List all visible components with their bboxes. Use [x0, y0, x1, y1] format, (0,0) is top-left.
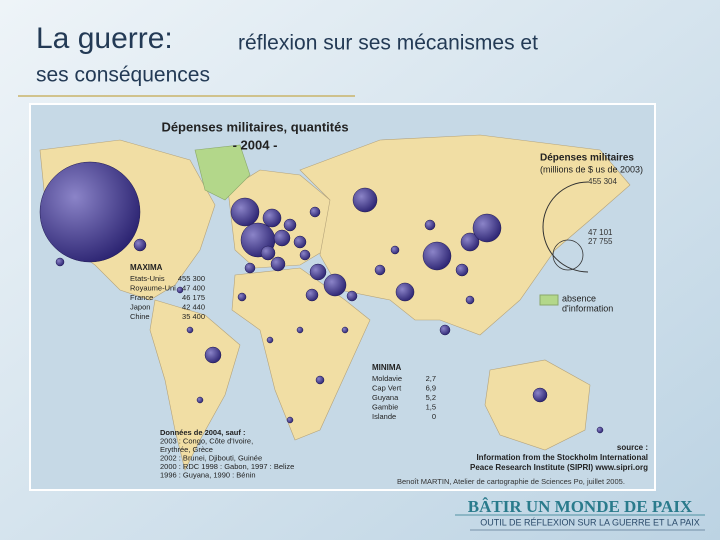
spending-bubble [439, 324, 451, 336]
spending-bubble [309, 263, 327, 281]
spending-bubble [39, 161, 141, 263]
spending-bubble [262, 208, 282, 228]
table-country: Royaume-Uni [130, 283, 176, 292]
table-country: Cap Vert [372, 383, 402, 392]
spending-bubble [270, 256, 286, 272]
spending-bubble [422, 241, 452, 271]
title-rest: réflexion sur ses mécanismes et [238, 32, 538, 55]
table-country: Gambie [372, 402, 398, 411]
table-value: 1,5 [426, 402, 436, 411]
legend-no-data: d'information [562, 303, 613, 313]
australia [484, 359, 591, 451]
table-value: 455 300 [178, 274, 205, 283]
spending-bubble [299, 249, 311, 261]
spending-bubble [352, 187, 378, 213]
spending-bubble [204, 346, 222, 364]
table-country: Chine [130, 312, 150, 321]
legend-no-data: absence [562, 293, 596, 303]
greenland-no-data [194, 144, 251, 201]
note: 2003 : Congo, Côte d'Ivoire, [160, 436, 253, 445]
spending-bubble [286, 416, 294, 424]
note: Erythrée, Grèce [160, 445, 213, 454]
spending-bubble [176, 286, 184, 294]
spending-bubble [293, 235, 307, 249]
legend-size: 455 304 [588, 177, 617, 186]
legend-no-data-swatch [539, 294, 559, 306]
minima-table: MINIMA Moldavie 2,7 Cap Vert 6,9 Guyana 5,2 Gam… [372, 363, 436, 421]
spending-bubble [260, 245, 276, 261]
legend-size: 27 755 [588, 237, 613, 246]
spending-bubble [305, 288, 319, 302]
spending-bubble [323, 273, 347, 297]
spending-bubble [465, 295, 475, 305]
legend-size: 47 101 [588, 228, 613, 237]
spending-bubble [315, 375, 325, 385]
table-value: 46 175 [182, 293, 205, 302]
title-line2: ses conséquences [36, 64, 210, 87]
spending-bubble [390, 245, 400, 255]
spending-bubble [424, 219, 436, 231]
table-value: 42 440 [182, 302, 205, 311]
footer-subtitle: OUTIL DE RÉFLEXION SUR LA GUERRE ET LA P… [480, 517, 699, 527]
table-country: Moldavie [372, 374, 402, 383]
spending-bubble [244, 262, 256, 274]
table-country: France [130, 293, 153, 302]
spending-bubble [596, 426, 604, 434]
spending-bubble [532, 387, 548, 403]
table-value: 0 [432, 412, 436, 421]
spending-bubble [472, 213, 502, 243]
table-value: 6,9 [426, 383, 436, 392]
spending-bubble [273, 229, 291, 247]
source-line: Peace Research Institute (SIPRI) www.sip… [470, 463, 648, 472]
footer-title: BÂTIR UN MONDE DE PAIX [468, 497, 693, 516]
spending-bubble [346, 290, 358, 302]
note: 2000 : RDC 1998 : Gabon, 1997 : Belize [160, 462, 294, 471]
spending-bubble [196, 396, 204, 404]
table-country: Islande [372, 412, 396, 421]
spending-bubble [296, 326, 304, 334]
spending-bubble [186, 326, 194, 334]
legend-title: Dépenses militaires [540, 153, 634, 164]
source: source :Information from the Stockholm I… [470, 443, 648, 472]
spending-bubble [266, 336, 274, 344]
source-line: Information from the Stockholm Internati… [476, 453, 648, 462]
table-country: Japon [130, 302, 150, 311]
table-value: 2,7 [426, 374, 436, 383]
spending-bubble [230, 197, 260, 227]
table-title: MAXIMA [130, 263, 163, 272]
legend-unit: (millions de $ us de 2003) [540, 164, 643, 174]
legend-circle-small [552, 239, 584, 271]
table-title: MINIMA [372, 363, 402, 372]
table-value: 5,2 [426, 393, 436, 402]
table-country: Guyana [372, 393, 399, 402]
spending-bubble [455, 263, 469, 277]
map-title: Dépenses militaires, quantités [161, 119, 348, 134]
notes: Données de 2004, sauf :2003 : Congo, Côt… [160, 428, 294, 480]
spending-bubble [460, 232, 480, 252]
spending-bubble [283, 218, 297, 232]
note: Données de 2004, sauf : [160, 428, 245, 437]
title-main: La guerre: [36, 22, 173, 55]
spending-bubble [237, 292, 247, 302]
spending-bubble [133, 238, 147, 252]
spending-bubble [374, 264, 386, 276]
spending-bubble [395, 282, 415, 302]
table-value: 35 400 [182, 312, 205, 321]
map: Dépenses militaires, quantités - 2004 - … [29, 103, 656, 491]
legend-arc-large [542, 181, 589, 273]
south-america [149, 299, 241, 471]
table-value: 47 400 [182, 283, 205, 292]
note: 2002 : Brunei, Djibouti, Guinée [160, 453, 262, 462]
credit: Benoît MARTIN, Atelier de cartographie d… [397, 477, 625, 486]
map-subtitle: - 2004 - [233, 137, 278, 152]
note: 1996 : Guyana, 1990 : Bénin [160, 470, 256, 479]
spending-bubble [341, 326, 349, 334]
source-line: source : [617, 443, 648, 452]
spending-bubble [309, 206, 321, 218]
table-country: Etats-Unis [130, 274, 165, 283]
spending-bubble [55, 257, 65, 267]
